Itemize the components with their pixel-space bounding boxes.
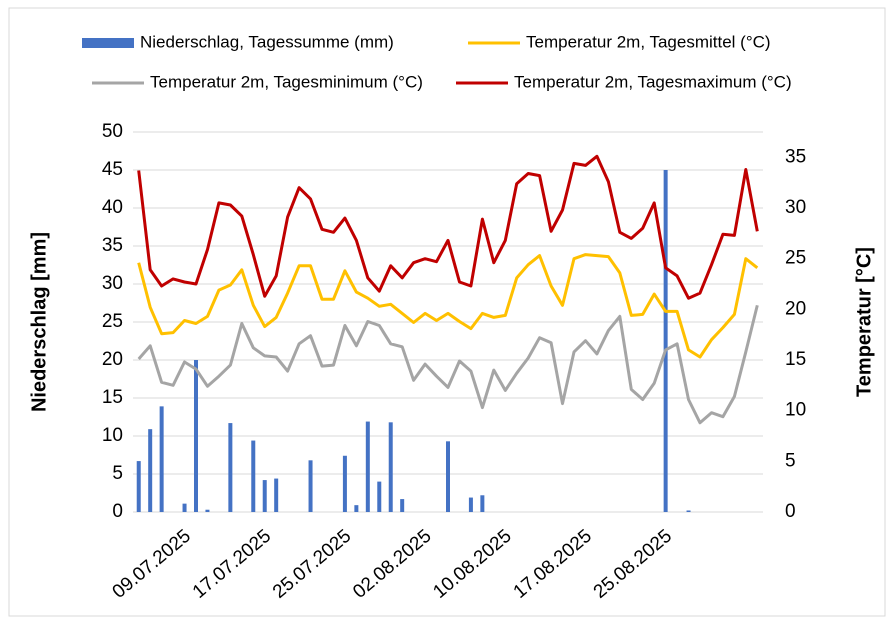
line (137, 253, 759, 359)
bar (365, 421, 370, 512)
bar (262, 480, 267, 512)
bar (251, 440, 256, 512)
bar (686, 510, 691, 512)
bar (159, 406, 164, 512)
bar (194, 360, 198, 512)
y-tick-label: 15 (102, 387, 123, 408)
y2-tick-label: 20 (785, 298, 806, 319)
line (137, 304, 759, 425)
y-tick-label: 5 (112, 463, 123, 484)
bar (388, 422, 393, 512)
legend-swatch (82, 38, 134, 48)
bar (182, 503, 187, 512)
legend-label: Temperatur 2m, Tagesminimum (°C) (150, 72, 423, 91)
y-tick-label: 50 (102, 121, 123, 142)
y-axis-title: Niederschlag [mm] (28, 232, 50, 412)
bar (205, 509, 210, 512)
bar (377, 481, 382, 512)
bar (354, 505, 359, 512)
y-tick-label: 40 (102, 197, 123, 218)
bar (228, 423, 233, 512)
y-tick-label: 10 (102, 425, 123, 446)
legend-label: Temperatur 2m, Tagesmaximum (°C) (514, 72, 792, 91)
bar (308, 460, 313, 512)
bar (446, 441, 450, 512)
y2-tick-label: 25 (785, 248, 806, 269)
y2-tick-label: 35 (785, 146, 806, 167)
y-tick-label: 35 (102, 235, 123, 256)
bar (468, 497, 473, 512)
bar (342, 455, 347, 512)
y2-tick-label: 30 (785, 197, 806, 218)
bar (148, 429, 153, 512)
y-tick-label: 45 (102, 159, 123, 180)
y2-tick-label: 15 (785, 349, 806, 370)
bar (274, 478, 279, 512)
bar (136, 461, 141, 512)
y2-tick-label: 10 (785, 400, 806, 421)
y2-axis-title: Temperatur [°C] (853, 247, 875, 397)
bar (480, 495, 485, 512)
bar (663, 170, 668, 512)
y-tick-label: 25 (102, 311, 123, 332)
y-tick-label: 0 (112, 501, 123, 522)
y-tick-label: 20 (102, 349, 123, 370)
y-tick-label: 30 (102, 273, 123, 294)
line (137, 154, 759, 300)
y2-tick-label: 5 (785, 450, 796, 471)
chart-frame (8, 7, 886, 617)
y2-tick-label: 0 (785, 501, 796, 522)
legend-label: Niederschlag, Tagessumme (mm) (140, 32, 394, 51)
legend-label: Temperatur 2m, Tagesmittel (°C) (526, 32, 771, 51)
bar (400, 499, 405, 512)
